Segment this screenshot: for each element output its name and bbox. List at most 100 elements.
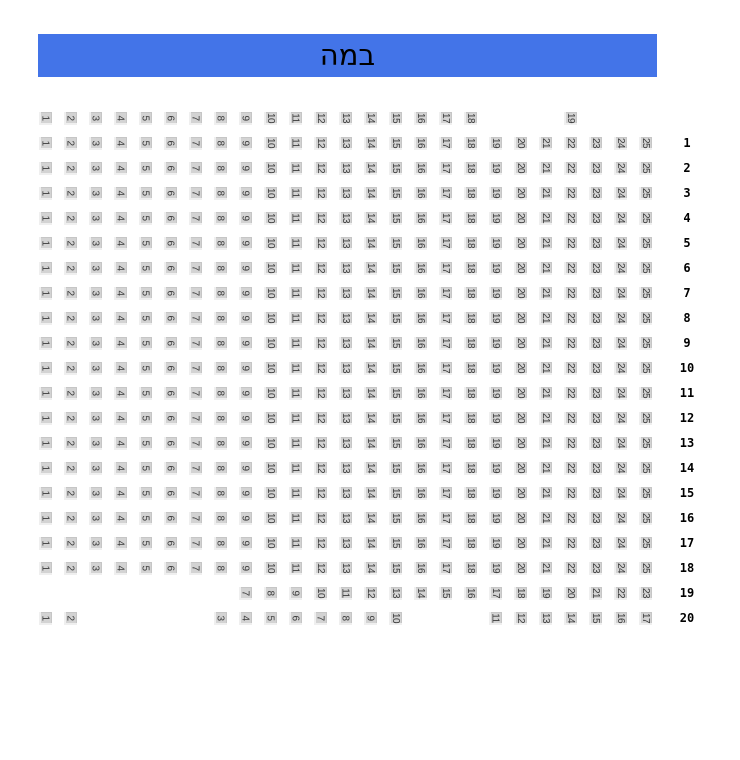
seat[interactable]: 14 bbox=[563, 611, 577, 625]
seat[interactable]: 14 bbox=[363, 211, 377, 225]
seat[interactable]: 19 bbox=[488, 161, 502, 175]
seat[interactable]: 25 bbox=[638, 561, 652, 575]
seat[interactable]: 16 bbox=[413, 161, 427, 175]
seat[interactable]: 5 bbox=[138, 411, 152, 425]
seat[interactable]: 2 bbox=[63, 286, 77, 300]
seat[interactable]: 16 bbox=[413, 561, 427, 575]
seat[interactable]: 23 bbox=[588, 536, 602, 550]
seat[interactable]: 7 bbox=[188, 186, 202, 200]
seat[interactable]: 21 bbox=[588, 586, 602, 600]
seat[interactable]: 13 bbox=[338, 486, 352, 500]
seat[interactable]: 2 bbox=[63, 311, 77, 325]
seat[interactable]: 24 bbox=[613, 161, 627, 175]
seat[interactable]: 9 bbox=[363, 611, 377, 625]
seat[interactable]: 18 bbox=[463, 361, 477, 375]
seat[interactable]: 15 bbox=[438, 586, 452, 600]
seat[interactable]: 3 bbox=[88, 486, 102, 500]
seat[interactable]: 4 bbox=[238, 611, 252, 625]
seat[interactable]: 7 bbox=[188, 136, 202, 150]
seat[interactable]: 9 bbox=[238, 386, 252, 400]
seat[interactable]: 20 bbox=[513, 486, 527, 500]
seat[interactable]: 3 bbox=[88, 436, 102, 450]
seat[interactable]: 3 bbox=[88, 211, 102, 225]
seat[interactable]: 13 bbox=[338, 536, 352, 550]
seat[interactable]: 5 bbox=[138, 436, 152, 450]
seat[interactable]: 23 bbox=[588, 336, 602, 350]
seat[interactable]: 7 bbox=[188, 386, 202, 400]
seat[interactable]: 4 bbox=[113, 436, 127, 450]
seat[interactable]: 1 bbox=[38, 136, 52, 150]
seat[interactable]: 9 bbox=[238, 286, 252, 300]
seat[interactable]: 16 bbox=[413, 311, 427, 325]
seat[interactable]: 18 bbox=[463, 211, 477, 225]
seat[interactable]: 2 bbox=[63, 111, 77, 125]
seat[interactable]: 19 bbox=[488, 236, 502, 250]
seat[interactable]: 9 bbox=[238, 186, 252, 200]
seat[interactable]: 11 bbox=[288, 461, 302, 475]
seat[interactable]: 17 bbox=[438, 236, 452, 250]
seat[interactable]: 18 bbox=[463, 111, 477, 125]
seat[interactable]: 12 bbox=[313, 386, 327, 400]
seat[interactable]: 4 bbox=[113, 186, 127, 200]
seat[interactable]: 15 bbox=[388, 486, 402, 500]
seat[interactable]: 7 bbox=[313, 611, 327, 625]
seat[interactable]: 19 bbox=[488, 336, 502, 350]
seat[interactable]: 16 bbox=[413, 286, 427, 300]
seat[interactable]: 15 bbox=[388, 536, 402, 550]
seat[interactable]: 17 bbox=[438, 136, 452, 150]
seat[interactable]: 23 bbox=[588, 511, 602, 525]
seat[interactable]: 11 bbox=[288, 561, 302, 575]
seat[interactable]: 22 bbox=[563, 136, 577, 150]
seat[interactable]: 15 bbox=[388, 386, 402, 400]
seat[interactable]: 8 bbox=[213, 511, 227, 525]
seat[interactable]: 1 bbox=[38, 561, 52, 575]
seat[interactable]: 22 bbox=[563, 161, 577, 175]
seat[interactable]: 21 bbox=[538, 186, 552, 200]
seat[interactable]: 17 bbox=[438, 186, 452, 200]
seat[interactable]: 10 bbox=[263, 236, 277, 250]
seat[interactable]: 13 bbox=[338, 261, 352, 275]
seat[interactable]: 2 bbox=[63, 261, 77, 275]
seat[interactable]: 20 bbox=[513, 261, 527, 275]
seat[interactable]: 14 bbox=[363, 261, 377, 275]
seat[interactable]: 18 bbox=[463, 236, 477, 250]
seat[interactable]: 13 bbox=[338, 311, 352, 325]
seat[interactable]: 7 bbox=[188, 286, 202, 300]
seat[interactable]: 23 bbox=[588, 486, 602, 500]
seat[interactable]: 24 bbox=[613, 561, 627, 575]
seat[interactable]: 18 bbox=[463, 511, 477, 525]
seat[interactable]: 22 bbox=[563, 436, 577, 450]
seat[interactable]: 6 bbox=[163, 486, 177, 500]
seat[interactable]: 25 bbox=[638, 361, 652, 375]
seat[interactable]: 12 bbox=[313, 561, 327, 575]
seat[interactable]: 20 bbox=[513, 536, 527, 550]
seat[interactable]: 23 bbox=[638, 586, 652, 600]
seat[interactable]: 10 bbox=[263, 186, 277, 200]
seat[interactable]: 9 bbox=[288, 586, 302, 600]
seat[interactable]: 15 bbox=[388, 136, 402, 150]
seat[interactable]: 2 bbox=[63, 186, 77, 200]
seat[interactable]: 2 bbox=[63, 161, 77, 175]
seat[interactable]: 6 bbox=[163, 211, 177, 225]
seat[interactable]: 24 bbox=[613, 511, 627, 525]
seat[interactable]: 17 bbox=[438, 511, 452, 525]
seat[interactable]: 20 bbox=[513, 561, 527, 575]
seat[interactable]: 17 bbox=[438, 536, 452, 550]
seat[interactable]: 3 bbox=[88, 336, 102, 350]
seat[interactable]: 13 bbox=[338, 436, 352, 450]
seat[interactable]: 14 bbox=[363, 536, 377, 550]
seat[interactable]: 14 bbox=[363, 511, 377, 525]
seat[interactable]: 6 bbox=[163, 286, 177, 300]
seat[interactable]: 15 bbox=[388, 286, 402, 300]
seat[interactable]: 1 bbox=[38, 436, 52, 450]
seat[interactable]: 5 bbox=[138, 561, 152, 575]
seat[interactable]: 21 bbox=[538, 461, 552, 475]
seat[interactable]: 10 bbox=[263, 286, 277, 300]
seat[interactable]: 18 bbox=[463, 161, 477, 175]
seat[interactable]: 20 bbox=[513, 161, 527, 175]
seat[interactable]: 15 bbox=[388, 261, 402, 275]
seat[interactable]: 8 bbox=[338, 611, 352, 625]
seat[interactable]: 20 bbox=[513, 411, 527, 425]
seat[interactable]: 4 bbox=[113, 211, 127, 225]
seat[interactable]: 10 bbox=[263, 161, 277, 175]
